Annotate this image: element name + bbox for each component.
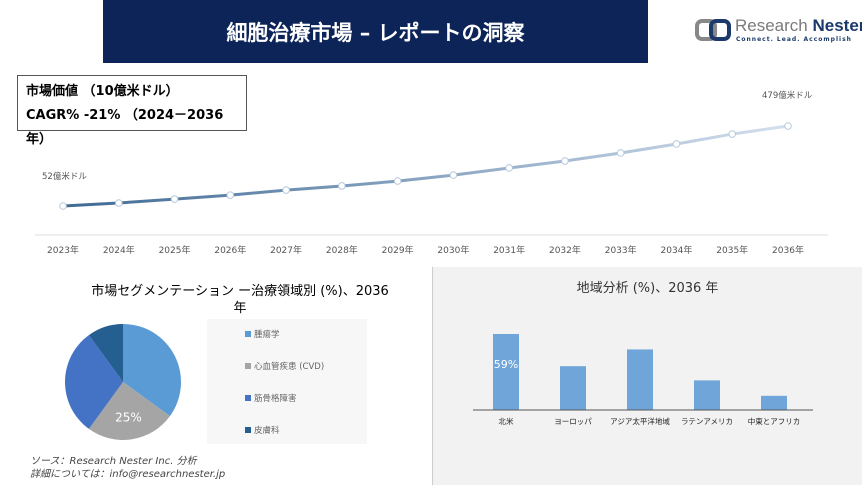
pie-slice — [88, 324, 123, 382]
legend-swatch — [245, 395, 251, 401]
legend-label: 筋骨格障害 — [254, 394, 297, 404]
legend-swatch — [245, 331, 251, 337]
logo-text-2: Nester — [812, 16, 862, 35]
x-tick-label: 2029年 — [382, 244, 414, 256]
contact-line: 詳細については：info@researchnester.jp — [30, 469, 226, 480]
end-value-label: 479億米ドル — [762, 90, 813, 101]
data-point — [226, 191, 235, 199]
region-bar — [694, 380, 720, 410]
region-label: アジア太平洋地域 — [610, 416, 670, 426]
x-tick-label: 2023年 — [47, 244, 79, 256]
report-title: 細胞治療市場 – レポートの洞察 — [103, 0, 648, 63]
x-tick-label: 2034年 — [661, 244, 693, 256]
legend-item: 皮膚科 — [245, 424, 280, 436]
x-tick-label: 2036年 — [772, 244, 804, 256]
segment-pie-chart: 25% — [64, 324, 181, 440]
pie-data-label: 25% — [115, 410, 142, 424]
market-value-label: 市場価値 （10億米ドル） — [26, 84, 179, 99]
data-point — [338, 182, 346, 190]
region-bar — [493, 334, 519, 410]
x-tick-label: 2028年 — [326, 244, 358, 256]
pie-legend: 腫瘍学心血管疾患 (CVD) 筋骨格障害皮膚科 — [207, 319, 367, 444]
region-panel: 地域分析 (%)、2036 年 59% 北米 ヨーロッパ アジア太平洋地域 ラテンアメリ… — [432, 267, 862, 485]
pie-chart-title: 市場セグメンテーション ー治療領域別 (%)、2036 年 — [91, 284, 389, 316]
region-bar — [627, 349, 653, 410]
data-point — [282, 186, 290, 194]
market-info-box: 市場価値 （10億米ドル） CAGR% -21% （2024－2036年） — [17, 75, 247, 147]
source-line: ソース：Research Nester Inc. 分析 — [30, 456, 197, 467]
logo-tagline: Connect. Lead. Accomplish — [736, 36, 852, 43]
source-note: ソース：Research Nester Inc. 分析 詳細については：info… — [30, 455, 225, 481]
start-value-label: 52億米ドル — [42, 171, 87, 182]
pie-slice — [64, 335, 123, 429]
legend-swatch — [245, 363, 251, 369]
region-bar-chart: 59% 北米 ヨーロッパ アジア太平洋地域 ラテンアメリカ 中東とアフリカ — [473, 334, 813, 426]
logo-icon — [695, 19, 731, 41]
region-label: ヨーロッパ — [554, 417, 592, 426]
legend-item: 筋骨格障害 — [245, 392, 297, 404]
x-tick-label: 2024年 — [103, 244, 135, 256]
x-tick-label: 2025年 — [159, 244, 191, 256]
region-label: 中東とアフリカ — [748, 416, 801, 426]
x-tick-label: 2031年 — [493, 244, 525, 256]
bar-data-label: 59% — [494, 358, 518, 371]
region-bar — [560, 366, 586, 410]
market-value-line — [62, 124, 789, 208]
legend-label: 皮膚科 — [254, 426, 280, 436]
logo-text-1: Research — [735, 16, 808, 35]
bar-chart-title: 地域分析 (%)、2036 年 — [576, 281, 719, 296]
data-point — [728, 130, 737, 138]
research-nester-logo: Research Nester Connect. Lead. Accomplis… — [695, 14, 862, 48]
data-point — [170, 195, 179, 203]
x-tick-label: 2030年 — [437, 244, 469, 256]
legend-label: 心血管疾患 (CVD) — [254, 362, 325, 372]
data-point — [505, 164, 513, 172]
legend-item: 心血管疾患 (CVD) — [245, 360, 324, 372]
data-point — [449, 171, 458, 179]
region-label: 北米 — [499, 416, 514, 426]
data-point — [616, 149, 625, 157]
region-bar — [761, 395, 787, 410]
legend-item: 腫瘍学 — [245, 328, 280, 340]
market-line-chart: 2023年 2024年 2025年 2026年 2027年 2028年 2029年 2030年… — [35, 90, 828, 256]
data-point — [114, 199, 123, 207]
cagr-label: CAGR% -21% （2024－2036年） — [26, 108, 224, 147]
x-tick-label: 2035年 — [716, 244, 748, 256]
pie-slice — [88, 382, 170, 440]
x-tick-label: 2032年 — [549, 244, 581, 256]
data-point — [561, 157, 569, 165]
pie-slice — [123, 324, 181, 417]
x-tick-label: 2033年 — [605, 244, 637, 256]
legend-swatch — [245, 427, 251, 433]
data-point — [784, 122, 792, 130]
data-point — [672, 140, 681, 148]
legend-label: 腫瘍学 — [254, 330, 280, 340]
x-tick-label: 2027年 — [270, 244, 302, 256]
region-label: ラテンアメリカ — [681, 417, 733, 426]
x-tick-label: 2026年 — [214, 244, 246, 256]
data-point — [59, 202, 67, 210]
data-point — [393, 177, 402, 185]
